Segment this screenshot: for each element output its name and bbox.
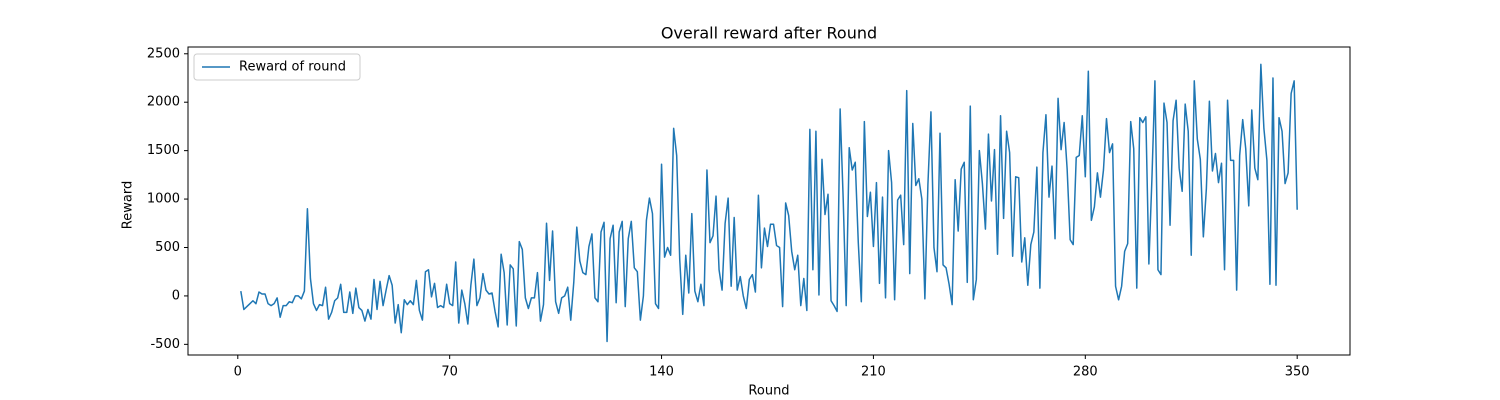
chart-title: Overall reward after Round xyxy=(661,24,877,43)
y-tick-label: 1000 xyxy=(147,192,180,207)
data-line xyxy=(240,63,1298,343)
x-tick-label: 0 xyxy=(234,365,242,380)
y-tick-label: -500 xyxy=(150,337,180,352)
plot-frame xyxy=(187,46,1351,356)
x-tick-label: 70 xyxy=(441,365,458,380)
x-tick-label: 350 xyxy=(1285,365,1310,380)
x-tick-label: 280 xyxy=(1073,365,1098,380)
y-tick-label: 2000 xyxy=(147,95,180,110)
y-tick-label: 1500 xyxy=(147,143,180,158)
x-tick-label: 140 xyxy=(649,365,674,380)
x-tick-label: 210 xyxy=(861,365,886,380)
y-tick-label: 500 xyxy=(155,240,180,255)
y-tick-label: 0 xyxy=(172,288,180,303)
x-axis-label: Round xyxy=(748,384,789,399)
y-axis-label: Reward xyxy=(121,181,136,229)
legend-box xyxy=(193,53,361,81)
y-tick-label: 2500 xyxy=(147,46,180,61)
legend-label: Reward of round xyxy=(239,60,346,75)
